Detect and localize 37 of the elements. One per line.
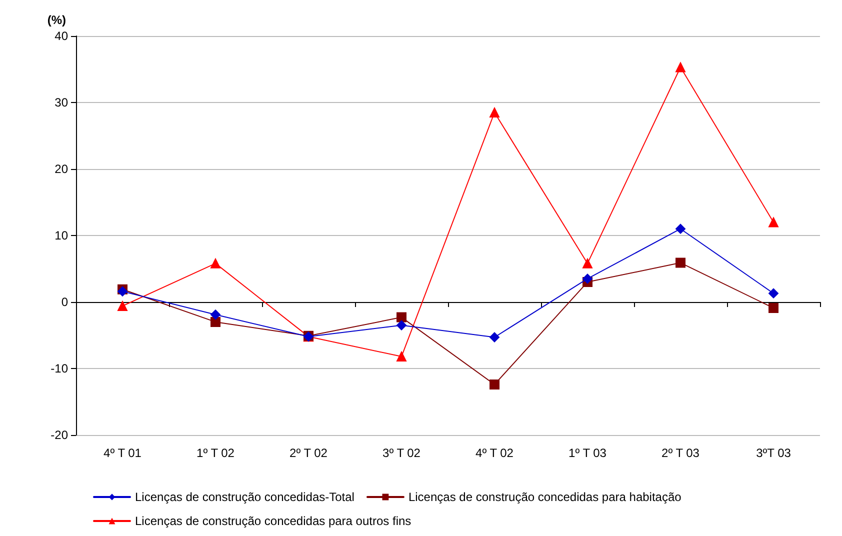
legend-label: Licenças de construção concedidas para outros fins xyxy=(135,514,412,528)
point xyxy=(676,62,686,72)
y-tick-label: 10 xyxy=(54,228,68,242)
point xyxy=(396,320,406,330)
x-tick-label: 1º T 02 xyxy=(196,446,235,460)
x-tick-label: 4º T 02 xyxy=(476,446,514,460)
point xyxy=(210,316,220,327)
x-tick-label: 3º T 02 xyxy=(382,446,421,460)
point xyxy=(396,352,406,362)
x-tick-label: 3ºT 03 xyxy=(756,446,792,460)
y-axis-title: (%) xyxy=(47,13,66,27)
y-tick-label: 30 xyxy=(54,96,68,110)
point xyxy=(676,224,686,234)
point xyxy=(490,332,500,342)
y-tick-label: 0 xyxy=(61,295,68,309)
point xyxy=(210,258,220,268)
y-tick-label: 40 xyxy=(54,29,68,43)
point xyxy=(768,302,778,313)
legend-label: Licenças de construção concedidas-Total xyxy=(135,490,354,504)
point xyxy=(582,274,592,284)
x-tick-label: 4º T 01 xyxy=(104,446,142,460)
point xyxy=(676,258,686,268)
x-tick-label: 1º T 03 xyxy=(568,446,607,460)
y-tick-label: -10 xyxy=(50,362,68,376)
legend-label: Licenças de construção concedidas para habitação xyxy=(408,490,682,504)
point xyxy=(118,300,128,311)
y-tick-label: 20 xyxy=(54,162,68,176)
point xyxy=(490,379,500,390)
point xyxy=(210,310,220,320)
point xyxy=(396,312,406,322)
point xyxy=(768,288,778,298)
point xyxy=(490,107,500,118)
point xyxy=(582,258,592,268)
y-tick-label: -20 xyxy=(50,428,68,442)
point xyxy=(768,217,778,228)
x-tick-label: 2º T 03 xyxy=(662,446,700,460)
x-tick-label: 2º T 02 xyxy=(290,446,328,460)
